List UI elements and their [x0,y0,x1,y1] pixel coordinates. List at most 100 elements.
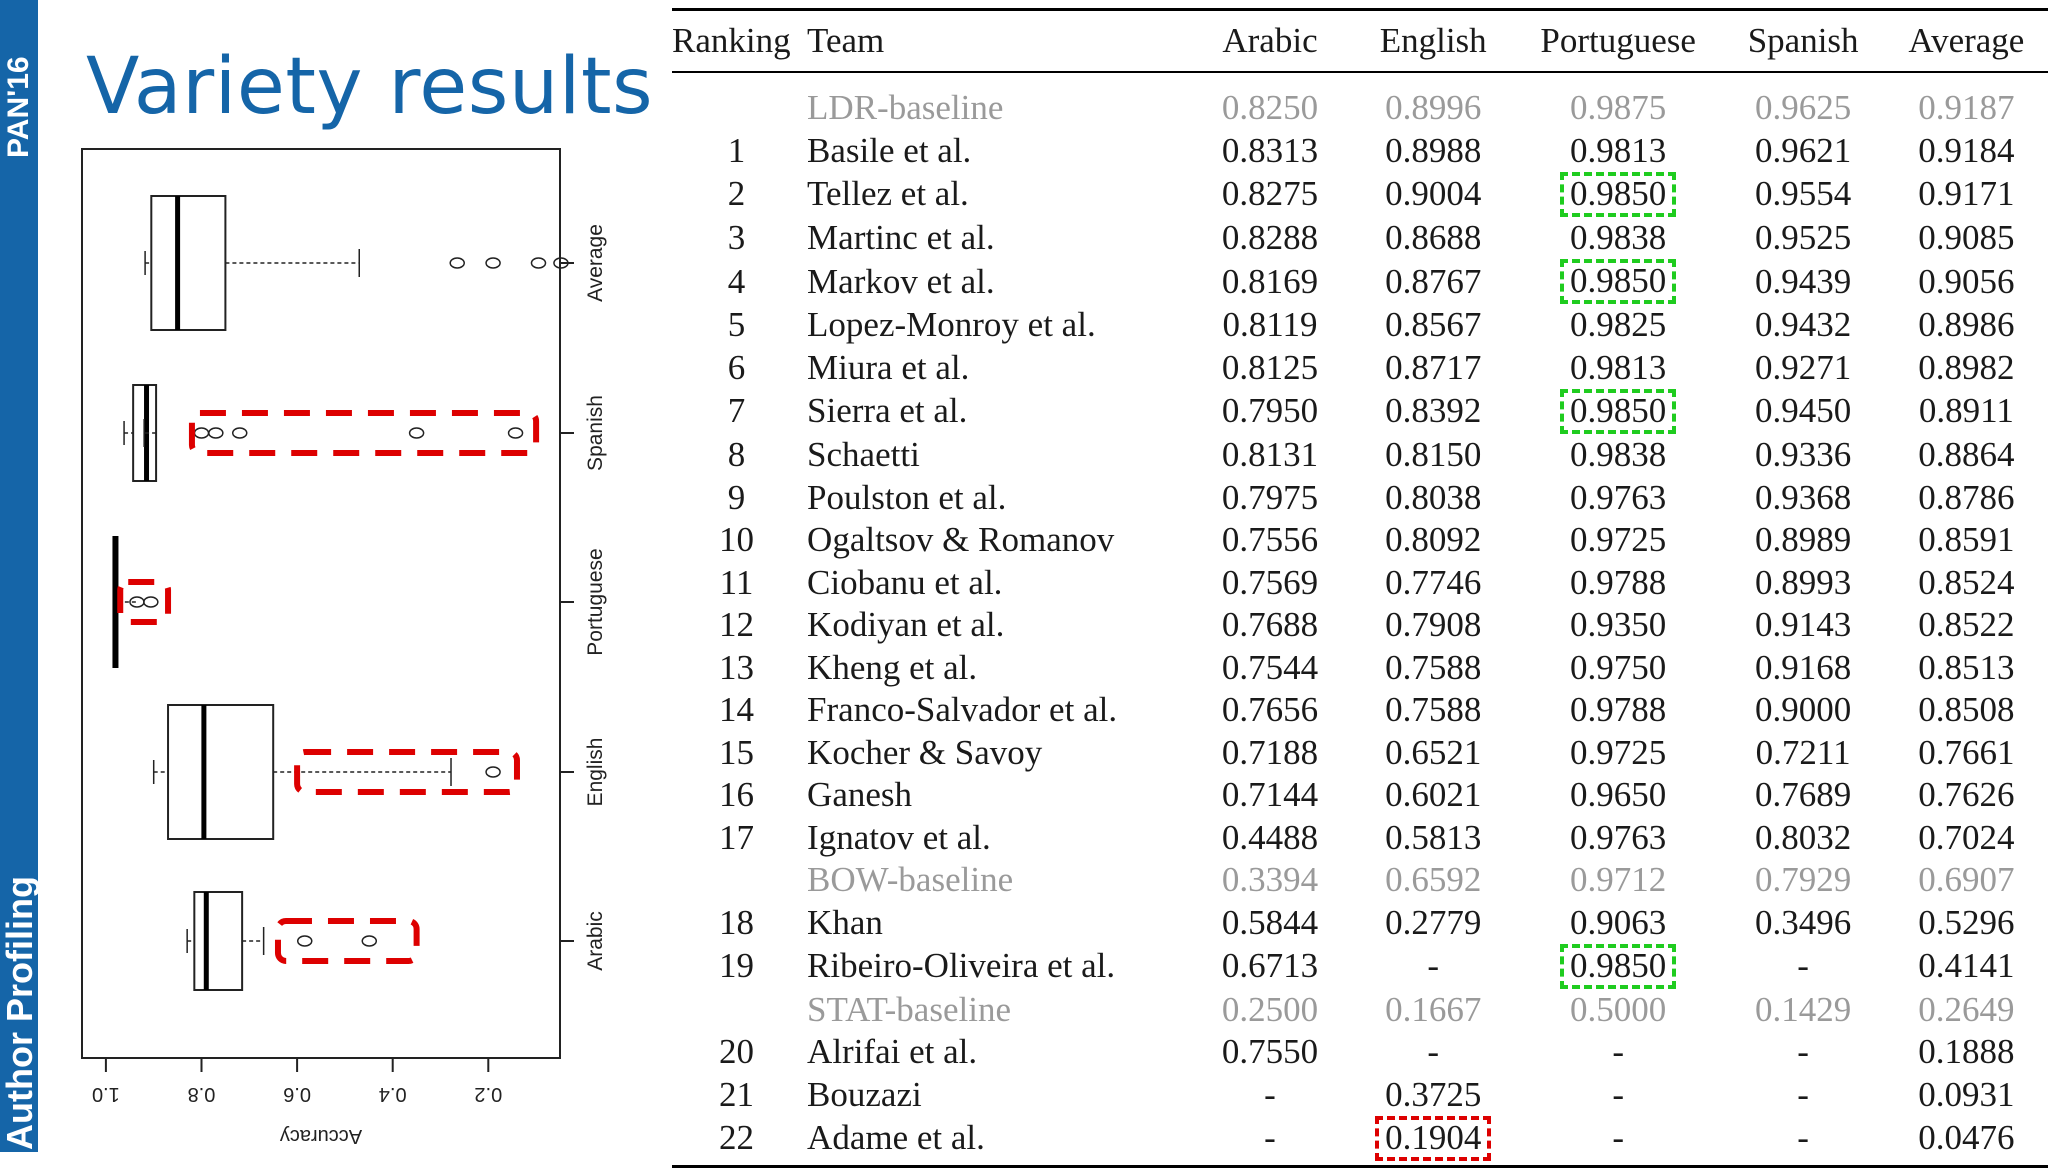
table-row: 20 Alrifai et al. 0.7550 - - - 0.1888 [672,1031,2048,1074]
portuguese-cell: 0.9813 [1570,347,1667,387]
team-cell: LDR-baseline [807,88,1004,128]
table-row: 21 Bouzazi - 0.3725 - - 0.0931 [672,1074,2048,1117]
spanish-cell: 0.1429 [1755,989,1852,1029]
average-cell: 0.9085 [1918,218,2015,257]
team-cell: Markov et al. [807,261,995,301]
portuguese-cell: 0.5000 [1570,989,1667,1029]
header-english: English [1351,8,1515,73]
spanish-cell: 0.7929 [1755,860,1852,899]
box-spanish [123,384,524,482]
portuguese-cell: 0.9838 [1570,435,1667,474]
average-cell: 0.2649 [1918,989,2015,1029]
average-cell: 0.6907 [1918,860,2015,899]
outlier-point [553,257,569,269]
portuguese-cell: 0.9850 [1515,259,1722,304]
team-cell: Kodiyan et al. [807,605,1005,644]
team-cell: Ganesh [807,775,913,814]
rank-cell: 19 [719,946,755,986]
spanish-cell: 0.7689 [1755,775,1852,814]
arabic-cell: - [1188,1116,1352,1168]
english-cell: 0.8688 [1385,218,1482,257]
rank-cell: 2 [727,174,746,214]
team-cell: Khan [807,902,883,942]
outlier-point [408,427,425,439]
x-tick-label: 0.4 [379,1083,407,1105]
english-cell: 0.8092 [1385,520,1482,559]
outlier-point [193,427,210,439]
portuguese-cell: 0.9725 [1570,520,1667,559]
x-tick-label: 0.6 [283,1083,311,1105]
rank-cell: 13 [719,647,755,687]
rank-cell [672,72,801,130]
team-cell: Kocher & Savoy [807,732,1043,772]
average-cell: 0.8513 [1918,647,2015,687]
rank-cell: 14 [719,690,755,729]
average-cell: 0.8864 [1918,435,2015,474]
arabic-cell: 0.7569 [1221,562,1319,602]
spanish-cell: 0.3496 [1755,902,1852,942]
average-cell: 0.8508 [1918,690,2015,729]
arabic-cell: 0.7144 [1221,775,1319,814]
arabic-cell: 0.7544 [1221,647,1319,687]
outlier-point [296,935,313,947]
section-label: Author Profiling [0,876,40,1150]
spanish-cell: 0.9625 [1755,88,1852,128]
table-row: 22 Adame et al. -0.1904- -0.0476 [672,1116,2048,1168]
conference-label: PAN'16 [2,56,35,158]
average-cell: 0.8524 [1918,562,2015,602]
table-row: 8 Schaetti 0.8131 0.8150 0.9838 0.9336 0.8864 [672,434,2048,477]
average-cell: 0.4141 [1918,946,2015,986]
arabic-cell: 0.8250 [1221,88,1319,128]
team-cell: Tellez et al. [807,174,969,214]
english-cell: 0.6021 [1385,775,1482,814]
average-cell: 0.9171 [1918,174,2015,214]
arabic-cell: 0.3394 [1221,860,1319,899]
average-cell: 0.8982 [1918,347,2015,387]
portuguese-cell: 0.9350 [1570,605,1667,644]
table-row: 13 Kheng et al. 0.7544 0.7588 0.9750 0.9168 0.… [672,646,2048,689]
portuguese-cell: - [1612,1074,1624,1114]
spanish-cell: 0.9336 [1755,435,1852,474]
team-cell: Adame et al. [801,1116,1189,1168]
spanish-cell: 0.9525 [1755,218,1852,257]
rank-cell: 10 [719,520,755,559]
rank-cell: 6 [727,347,746,387]
highlight-box [274,918,420,964]
english-cell: 0.6521 [1385,732,1482,772]
outlier-point [231,427,248,439]
team-cell: Ogaltsov & Romanov [807,520,1115,559]
table-row: 7 Sierra et al. 0.7950 0.8392 0.9850 0.9450 0.… [672,389,2048,434]
rank-cell: 8 [727,435,746,474]
header-ranking: Ranking [672,8,802,73]
english-cell: 0.8392 [1385,391,1482,431]
team-cell: Bouzazi [807,1074,922,1114]
highlight-box [117,579,172,625]
arabic-cell: 0.8313 [1221,130,1319,170]
table-header-row: Ranking Team Arabic English Portuguese S… [672,8,2048,73]
average-cell: 0.8786 [1918,477,2015,517]
spanish-cell: 0.9143 [1755,605,1852,644]
highlighted-value: 0.1904 [1375,1116,1492,1161]
category-label: Arabic [584,911,607,971]
spanish-cell: 0.8032 [1755,817,1852,857]
rank-cell: 9 [727,477,746,517]
spanish-cell: 0.9450 [1755,391,1852,431]
rank-cell: 18 [719,902,755,942]
portuguese-cell: 0.9788 [1570,690,1667,729]
table-row: 6 Miura et al. 0.8125 0.8717 0.9813 0.9271 0.8… [672,347,2048,390]
team-cell: BOW-baseline [807,860,1014,899]
box-portuguese [112,536,159,668]
arabic-cell: 0.7950 [1221,391,1319,431]
header-average: Average [1884,8,2048,73]
portuguese-cell: 0.9750 [1570,647,1667,687]
table-row: 18 Khan 0.5844 0.2779 0.9063 0.3496 0.5296 [672,901,2048,944]
spanish-cell: 0.8989 [1755,520,1852,559]
portuguese-cell: 0.9063 [1570,902,1667,942]
average-cell: 0.7626 [1918,775,2015,814]
spanish-cell: 0.9000 [1755,690,1852,729]
highlighted-value: 0.9850 [1560,172,1677,217]
arabic-cell: 0.7556 [1221,520,1319,559]
team-cell: Basile et al. [807,130,972,170]
arabic-cell: 0.4488 [1221,817,1319,857]
spanish-cell: 0.9271 [1755,347,1852,387]
